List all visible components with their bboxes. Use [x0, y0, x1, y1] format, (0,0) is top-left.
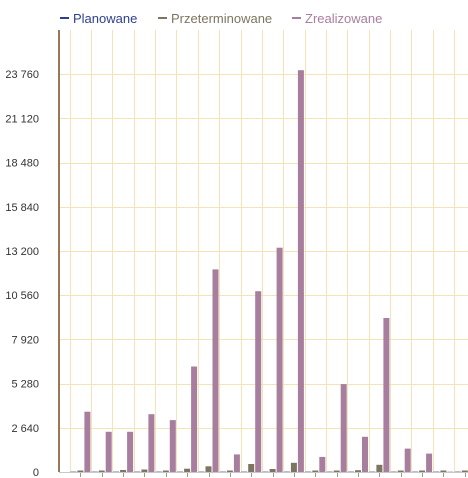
bar-planowane-14[interactable] [369, 471, 376, 472]
bar-zrealizowane-9[interactable] [276, 247, 283, 472]
bar-zrealizowane-12[interactable] [340, 384, 347, 472]
legend-item-przeterminowane[interactable]: Przeterminowane [158, 11, 272, 26]
bar-planowane-10[interactable] [283, 471, 290, 472]
bar-zrealizowane-0[interactable] [84, 411, 91, 472]
bar-przeterminowane-1[interactable] [98, 470, 105, 473]
legend-label: Planowane [73, 11, 137, 26]
bar-przeterminowane-12[interactable] [333, 470, 340, 473]
bar-zrealizowane-14[interactable] [383, 318, 390, 472]
legend-label: Przeterminowane [171, 11, 272, 26]
legend[interactable]: Planowane Przeterminowane Zrealizowane [60, 11, 382, 26]
bar-planowane-3[interactable] [134, 471, 141, 472]
bar-planowane-0[interactable] [70, 471, 77, 472]
bar-zrealizowane-10[interactable] [297, 70, 304, 472]
y-tick-label: 15 840 [5, 202, 39, 214]
bar-przeterminowane-11[interactable] [312, 470, 319, 473]
bar-planowane-8[interactable] [241, 471, 248, 472]
bar-przeterminowane-3[interactable] [141, 469, 148, 473]
legend-item-planowane[interactable]: Planowane [60, 11, 137, 26]
bar-zrealizowane-15[interactable] [404, 448, 411, 472]
bar-przeterminowane-6[interactable] [205, 466, 212, 472]
bar-planowane-12[interactable] [326, 471, 333, 472]
bar-przeterminowane-14[interactable] [376, 464, 383, 472]
y-tick-label: 13 200 [5, 246, 39, 258]
legend-label: Zrealizowane [305, 11, 382, 26]
bar-zrealizowane-16[interactable] [426, 453, 433, 472]
bar-zrealizowane-1[interactable] [105, 431, 112, 472]
x-axis-ticks [80, 473, 466, 477]
bar-przeterminowane-9[interactable] [269, 469, 276, 472]
bar-planowane-18[interactable] [454, 471, 461, 472]
bars [70, 70, 468, 472]
y-tick-label: 18 480 [5, 158, 39, 170]
y-tick-label: 7 920 [11, 334, 39, 346]
bar-przeterminowane-15[interactable] [397, 470, 404, 473]
bar-planowane-15[interactable] [390, 471, 397, 472]
y-tick-label: 0 [33, 467, 39, 478]
bar-planowane-17[interactable] [433, 471, 440, 472]
legend-item-zrealizowane[interactable]: Zrealizowane [292, 11, 382, 26]
bar-przeterminowane-2[interactable] [120, 470, 127, 472]
bar-zrealizowane-8[interactable] [255, 291, 262, 472]
y-tick-label: 21 120 [5, 113, 39, 125]
bar-przeterminowane-4[interactable] [162, 470, 169, 473]
bar-zrealizowane-6[interactable] [212, 269, 219, 472]
axes [58, 30, 468, 473]
bar-planowane-13[interactable] [348, 471, 354, 472]
bar-przeterminowane-17[interactable] [440, 470, 447, 473]
legend-swatch [60, 17, 69, 19]
bar-zrealizowane-4[interactable] [169, 420, 176, 472]
bar-zrealizowane-7[interactable] [233, 454, 240, 472]
bar-planowane-2[interactable] [113, 471, 120, 472]
bar-przeterminowane-10[interactable] [290, 462, 297, 472]
bar-zrealizowane-5[interactable] [191, 366, 198, 473]
y-tick-label: 10 560 [5, 290, 39, 302]
bar-przeterminowane-8[interactable] [248, 464, 255, 472]
bar-planowane-6[interactable] [198, 471, 205, 472]
y-tick-label: 5 280 [11, 379, 39, 391]
legend-swatch [292, 17, 301, 19]
bar-planowane-5[interactable] [177, 471, 184, 472]
bar-planowane-16[interactable] [412, 471, 419, 472]
bar-zrealizowane-2[interactable] [127, 431, 134, 472]
bar-zrealizowane-13[interactable] [362, 436, 368, 472]
bar-zrealizowane-11[interactable] [319, 456, 326, 472]
bar-planowane-4[interactable] [155, 471, 162, 472]
bar-przeterminowane-16[interactable] [419, 470, 426, 473]
bar-planowane-11[interactable] [305, 471, 312, 472]
bar-przeterminowane-5[interactable] [184, 468, 191, 472]
y-tick-label: 23 760 [5, 69, 39, 81]
bar-planowane-1[interactable] [91, 471, 98, 472]
bar-przeterminowane-18[interactable] [461, 470, 468, 473]
y-tick-label: 2 640 [11, 423, 39, 435]
bar-przeterminowane-13[interactable] [355, 470, 361, 472]
y-axis-ticks: 0 2 640 5 280 7 920 10 560 13 200 15 840 18 480… [5, 69, 39, 478]
bar-przeterminowane-0[interactable] [77, 470, 84, 473]
bar-planowane-9[interactable] [262, 471, 269, 472]
bar-zrealizowane-3[interactable] [148, 414, 155, 472]
legend-swatch [158, 17, 167, 19]
bar-planowane-7[interactable] [219, 471, 226, 472]
bar-przeterminowane-7[interactable] [226, 470, 233, 473]
grid-lines [59, 30, 468, 472]
bar-zrealizowane-17[interactable] [447, 471, 454, 472]
